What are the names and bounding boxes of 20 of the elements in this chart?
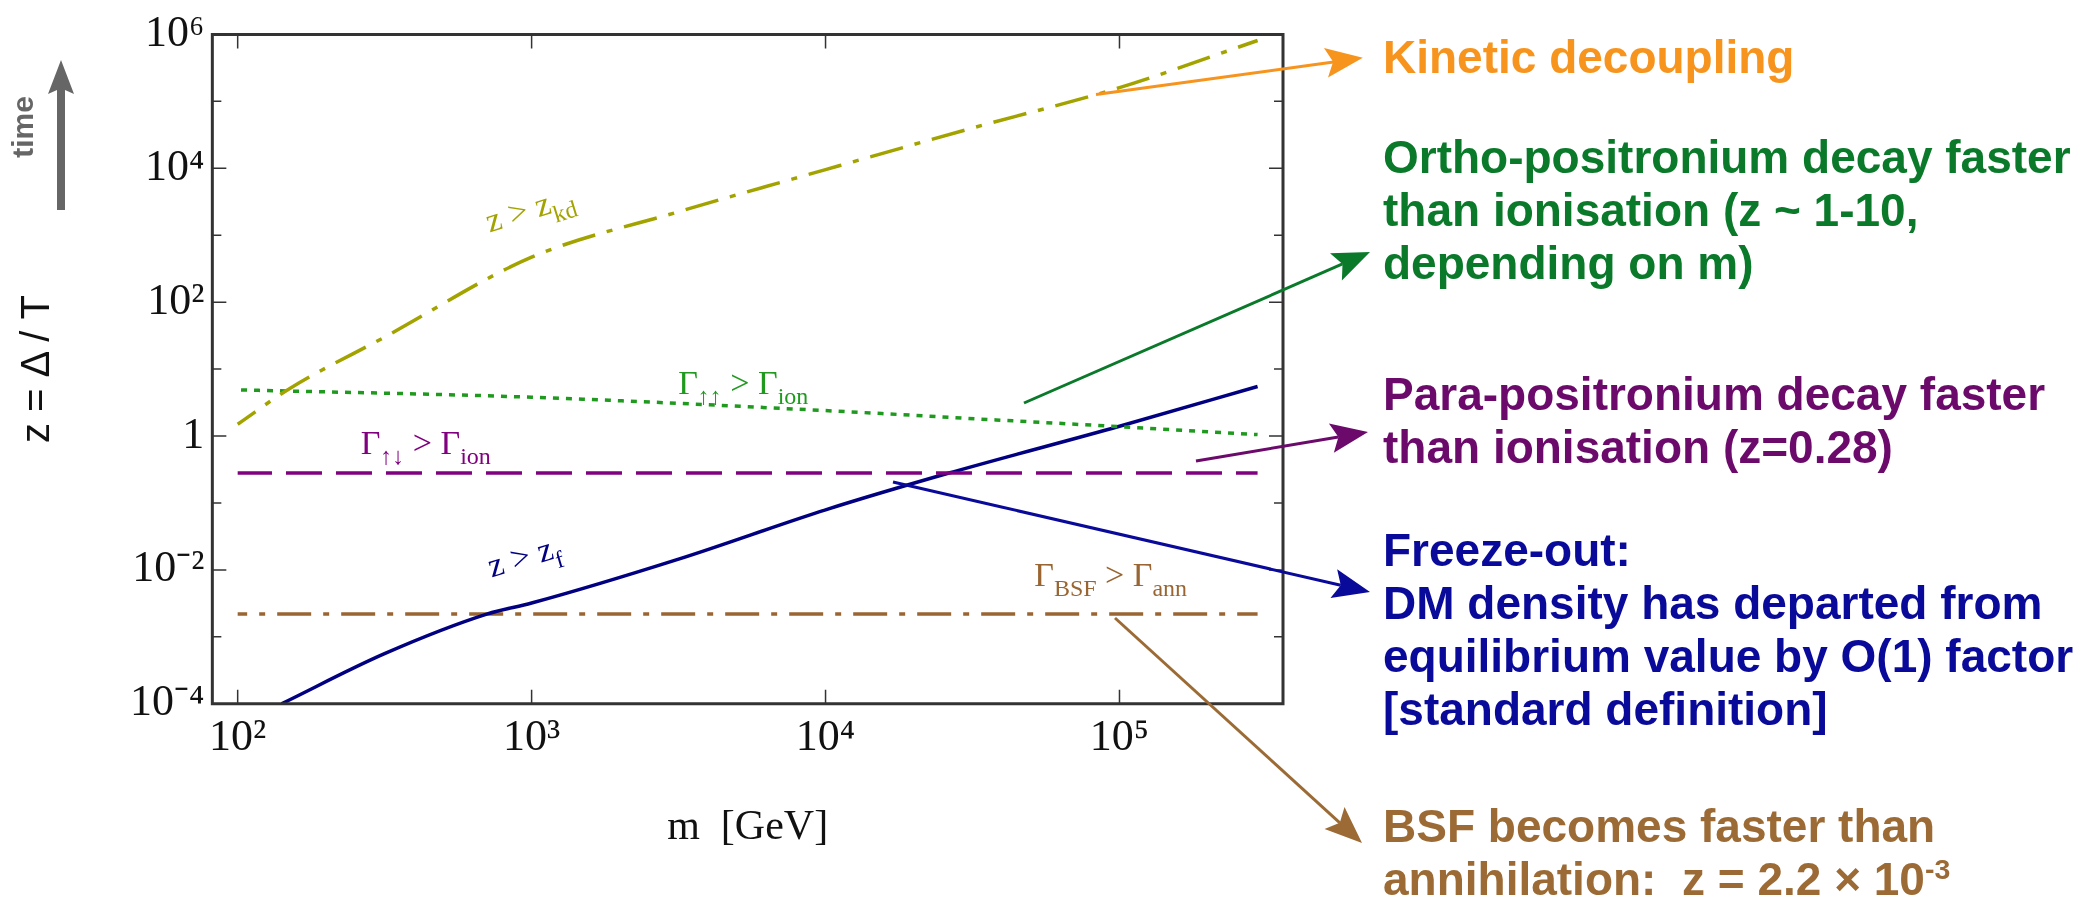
text: Freeze-out: DM density has departed from equilibrium value by O(1) factor [standard definition] <box>1383 524 2075 736</box>
x-tick-label: 10⁵ <box>1089 710 1150 760</box>
y-tick-label: 10⁻² <box>132 542 205 592</box>
text: BSF becomes faster than annihilation: z = 2.2 × 10$^{-3}$ <box>1383 800 1952 906</box>
text: z > zf <box>482 529 568 585</box>
y-tick-label: 1 <box>182 408 205 458</box>
x-axis-title: m [GeV] <box>667 801 829 848</box>
y-tick-label: 10⁶ <box>145 6 205 56</box>
annotation: Kinetic decoupling <box>1383 31 1796 84</box>
x-tick-label: 10³ <box>503 710 561 760</box>
y-axis-title: z = Δ / T <box>13 295 58 444</box>
text: Ortho-positronium decay faster than ionisation (z ~ 1-10, depending on m) <box>1383 131 2072 290</box>
y-tick-label: 10⁻⁴ <box>130 676 205 726</box>
text: z > zkd <box>480 184 581 240</box>
x-tick-label: 10⁴ <box>795 710 856 760</box>
y-tick-label: 10⁴ <box>145 140 205 190</box>
text: Para-positronium decay faster than ionisation (z=0.28) <box>1383 368 2047 474</box>
text: time <box>5 96 40 158</box>
y-tick-label: 10² <box>147 274 205 324</box>
x-tick-label: 10² <box>209 710 267 760</box>
